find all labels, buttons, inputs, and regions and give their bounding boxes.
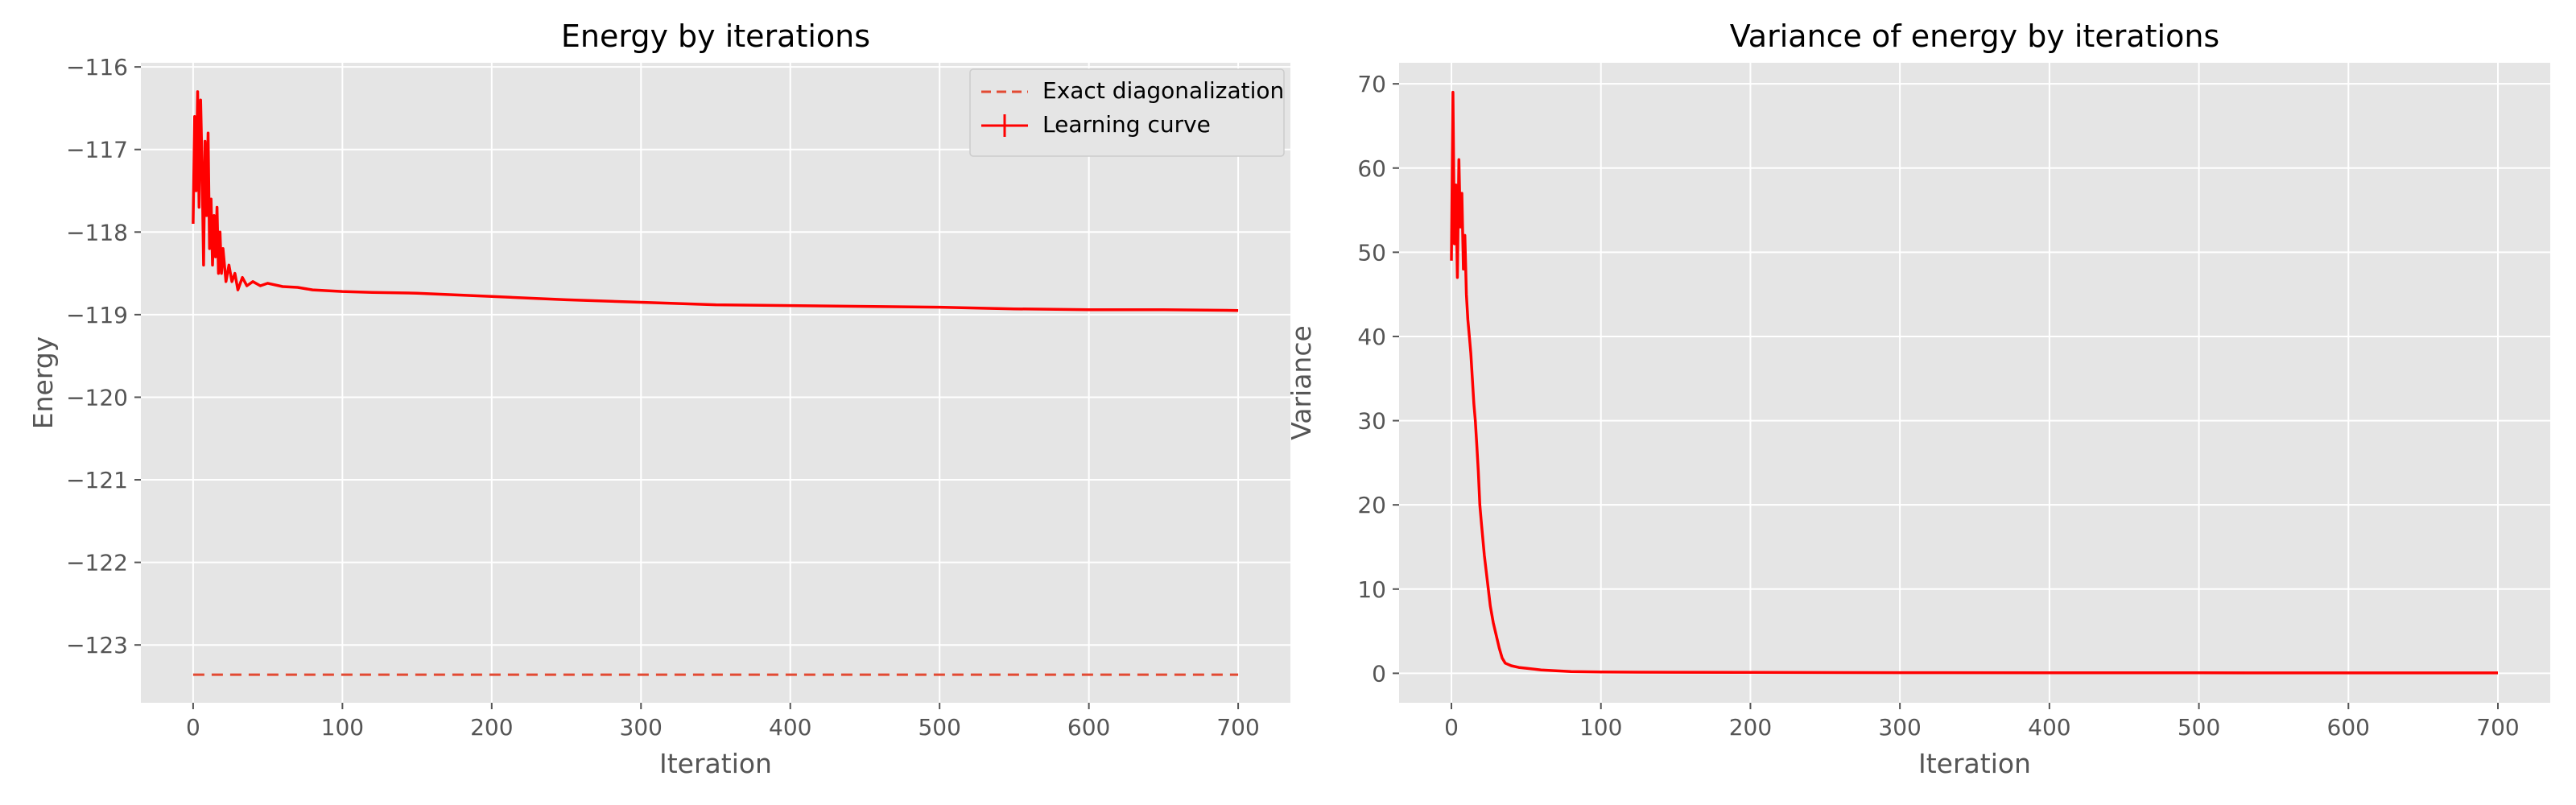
x-tick-label: 500 xyxy=(918,714,960,741)
x-tick-label: 700 xyxy=(1216,714,1259,741)
x-tick-label: 200 xyxy=(470,714,513,741)
x-tick-label: 200 xyxy=(1729,714,1772,741)
x-tick-label: 300 xyxy=(1878,714,1921,741)
plot-area xyxy=(141,63,1290,703)
variance-chart: 0 100 200 300 400 500 600 700 0 10 20 30 40 50 60 70 Var… xyxy=(1286,19,2550,779)
x-axis-label: Iteration xyxy=(1918,748,2031,779)
y-tick-label: −123 xyxy=(66,632,128,658)
y-tick-label: 50 xyxy=(1357,239,1386,266)
y-tick-label: −117 xyxy=(66,137,128,163)
x-tick-label: 0 xyxy=(1444,714,1459,741)
x-tick-label: 300 xyxy=(620,714,663,741)
x-axis-label: Iteration xyxy=(659,748,772,779)
x-tick-label: 600 xyxy=(1067,714,1110,741)
legend-label: Learning curve xyxy=(1042,111,1211,138)
x-tick-label: 400 xyxy=(769,714,811,741)
y-tick-label: 20 xyxy=(1357,492,1386,518)
y-axis-label: Variance xyxy=(1286,325,1317,440)
y-tick-label: 60 xyxy=(1357,155,1386,182)
x-tick-label: 600 xyxy=(2327,714,2370,741)
y-tick-label: 40 xyxy=(1357,324,1386,350)
y-tick-label: −116 xyxy=(66,54,128,80)
x-tick-label: 400 xyxy=(2028,714,2070,741)
y-tick-label: −122 xyxy=(66,550,128,576)
legend-label: Exact diagonalization xyxy=(1042,77,1284,104)
y-tick-label: −119 xyxy=(66,302,128,328)
y-tick-label: −120 xyxy=(66,384,128,411)
series-learning-curve xyxy=(192,90,1239,312)
y-tick-label: −121 xyxy=(66,467,128,493)
series-variance-line xyxy=(1450,90,2498,675)
x-tick-label: 0 xyxy=(186,714,200,741)
energy-chart: 0 100 200 300 400 500 600 700 −116 −117 −118 −119 −1… xyxy=(27,19,1290,779)
x-tick-label: 500 xyxy=(2178,714,2220,741)
y-axis-label: Energy xyxy=(27,336,59,430)
chart-title: Variance of energy by iterations xyxy=(1730,19,2219,54)
y-tick-label: 0 xyxy=(1372,660,1386,687)
y-tick-label: −118 xyxy=(66,219,128,246)
x-tick-label: 700 xyxy=(2476,714,2519,741)
y-tick-label: 30 xyxy=(1357,408,1386,435)
x-tick-label: 100 xyxy=(321,714,364,741)
plot-area xyxy=(1399,63,2550,703)
y-tick-label: 70 xyxy=(1357,71,1386,97)
legend-box xyxy=(969,68,1285,157)
y-tick-label: 10 xyxy=(1357,576,1386,603)
x-tick-label: 100 xyxy=(1579,714,1622,741)
chart-title: Energy by iterations xyxy=(561,19,870,54)
